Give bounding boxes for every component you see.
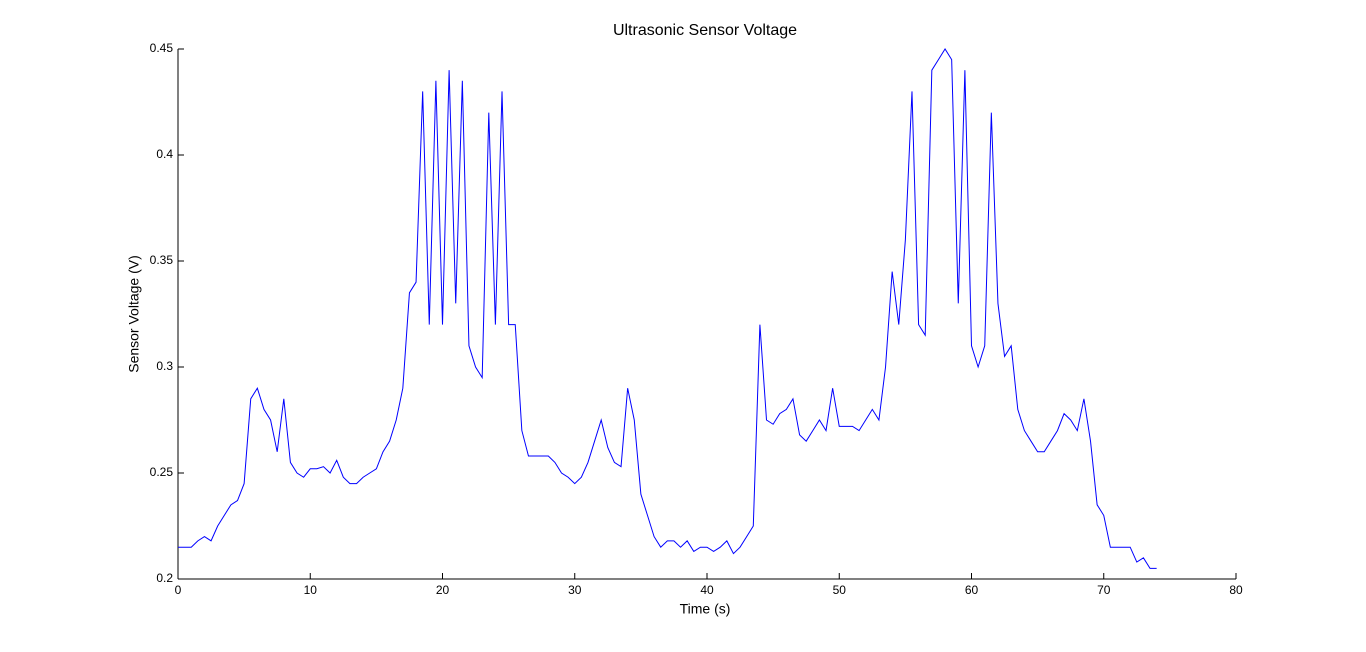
x-tick-label: 20 xyxy=(436,583,450,597)
data-line xyxy=(178,48,1157,569)
x-axis-label: Time (s) xyxy=(680,601,731,617)
x-tick-label: 10 xyxy=(304,583,318,597)
y-tick-label: 0.35 xyxy=(150,253,174,267)
y-tick-label: 0.25 xyxy=(150,465,174,479)
y-tick-label: 0.4 xyxy=(156,147,173,161)
x-tick-label: 30 xyxy=(568,583,582,597)
y-tick-label: 0.3 xyxy=(156,359,173,373)
x-tick-label: 50 xyxy=(833,583,847,597)
x-tick-label: 70 xyxy=(1097,583,1111,597)
y-tick-label: 0.45 xyxy=(150,41,174,55)
x-tick-label: 60 xyxy=(965,583,979,597)
x-tick-label: 80 xyxy=(1229,583,1243,597)
y-axis-label: Sensor Voltage (V) xyxy=(126,255,142,373)
y-tick-label: 0.2 xyxy=(156,571,173,585)
x-tick-label: 40 xyxy=(700,583,714,597)
x-tick-label: 0 xyxy=(175,583,182,597)
chart-title: Ultrasonic Sensor Voltage xyxy=(613,22,797,39)
